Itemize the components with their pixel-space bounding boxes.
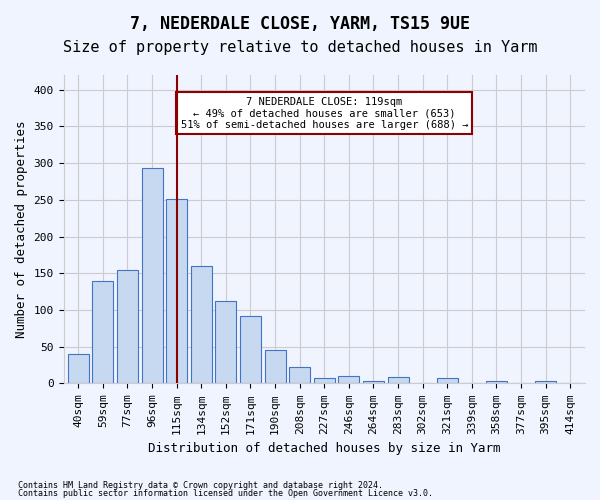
Bar: [166, 199, 187, 384]
Bar: [388, 377, 409, 384]
Bar: [240, 316, 261, 384]
Bar: [412, 382, 433, 384]
Text: Contains HM Land Registry data © Crown copyright and database right 2024.: Contains HM Land Registry data © Crown c…: [18, 481, 383, 490]
Bar: [437, 378, 458, 384]
Y-axis label: Number of detached properties: Number of detached properties: [15, 120, 28, 338]
Bar: [191, 266, 212, 384]
Bar: [338, 376, 359, 384]
Bar: [511, 382, 532, 384]
Bar: [92, 280, 113, 384]
Bar: [117, 270, 138, 384]
Text: 7, NEDERDALE CLOSE, YARM, TS15 9UE: 7, NEDERDALE CLOSE, YARM, TS15 9UE: [130, 15, 470, 33]
Text: Size of property relative to detached houses in Yarm: Size of property relative to detached ho…: [63, 40, 537, 55]
Bar: [535, 381, 556, 384]
Bar: [142, 168, 163, 384]
Bar: [289, 366, 310, 384]
Bar: [215, 301, 236, 384]
Bar: [363, 380, 384, 384]
Text: Contains public sector information licensed under the Open Government Licence v3: Contains public sector information licen…: [18, 488, 433, 498]
Bar: [68, 354, 89, 384]
Bar: [560, 382, 581, 384]
Bar: [461, 382, 482, 384]
Bar: [265, 350, 286, 384]
Bar: [314, 378, 335, 384]
Bar: [486, 381, 507, 384]
X-axis label: Distribution of detached houses by size in Yarm: Distribution of detached houses by size …: [148, 442, 500, 455]
Text: 7 NEDERDALE CLOSE: 119sqm
← 49% of detached houses are smaller (653)
51% of semi: 7 NEDERDALE CLOSE: 119sqm ← 49% of detac…: [181, 96, 468, 130]
